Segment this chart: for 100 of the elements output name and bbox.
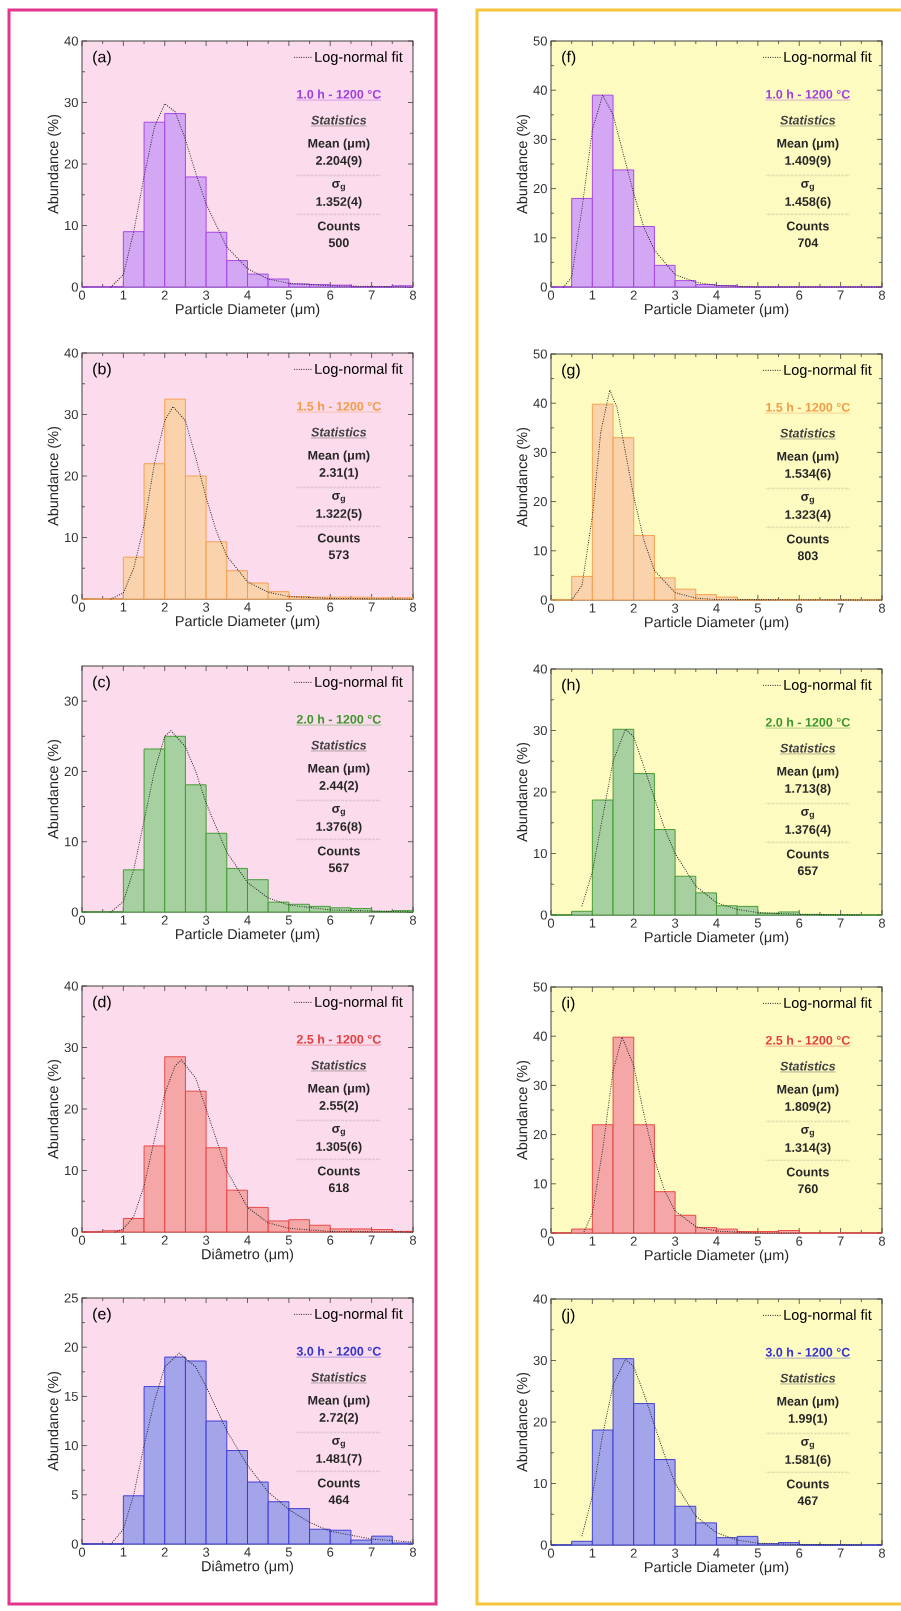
x-tick-label: 0: [78, 1547, 86, 1557]
annotation: 2.5 h - 1200 °C: [296, 1034, 381, 1044]
x-tick-label: 7: [368, 915, 375, 925]
annotation: (f): [562, 50, 576, 66]
x-tick-label: 0: [78, 1235, 86, 1245]
x-axis-title: Diâmetro (μm): [202, 1560, 294, 1575]
annotation: Mean (μm): [308, 763, 370, 776]
x-axis-title: Particle Diameter (μm): [645, 616, 789, 631]
x-tick-label: 5: [754, 1236, 761, 1246]
x-axis-title: Particle Diameter (μm): [176, 928, 320, 943]
x-tick-label: 0: [78, 290, 86, 300]
x-tick-label: 7: [837, 290, 844, 300]
y-tick-label: 10: [533, 1478, 547, 1489]
annotation: Mean (μm): [777, 1084, 839, 1097]
x-tick-label: 3: [203, 1547, 210, 1557]
y-tick-label: 25: [64, 1293, 78, 1303]
y-axis-title: Abundance (%): [47, 1059, 62, 1159]
y-tick-label: 20: [64, 766, 78, 777]
x-tick-label: 6: [796, 1236, 803, 1246]
y-tick-label: 10: [64, 837, 78, 847]
annotation: (g): [562, 363, 580, 379]
y-tick-label: 20: [64, 1104, 78, 1114]
annotation: σ$_{g}$: [801, 494, 814, 505]
x-axis-title: Diâmetro (μm): [202, 1248, 294, 1263]
x-tick-label: 5: [285, 1547, 292, 1557]
x-tick-label: 4: [713, 1548, 720, 1558]
y-axis-title: Abundance (%): [47, 1371, 62, 1471]
x-tick-label: 5: [754, 1548, 761, 1558]
y-tick-label: 30: [64, 1042, 78, 1053]
y-tick-label: 40: [64, 36, 78, 46]
y-tick-label: 0: [71, 594, 78, 604]
y-axis-title: Abundance (%): [516, 114, 531, 214]
annotation: 1.481(7): [316, 1453, 362, 1466]
y-tick-label: 40: [533, 1294, 547, 1304]
y-tick-label: 0: [71, 907, 78, 917]
x-tick-label: 6: [796, 1548, 803, 1558]
annotation: 2.31(1): [319, 467, 359, 480]
x-tick-label: 7: [368, 290, 375, 300]
x-tick-label: 7: [368, 1235, 375, 1245]
y-tick-label: 30: [533, 725, 547, 736]
annotation: Mean (μm): [777, 1396, 839, 1409]
x-tick-label: 2: [161, 290, 168, 300]
annotation: (b): [93, 362, 111, 378]
annotation: 1.376(8): [316, 821, 362, 834]
x-tick-label: 3: [672, 603, 679, 613]
y-tick-label: 20: [533, 184, 547, 194]
x-tick-label: 8: [409, 602, 417, 612]
legend-label: Log-normal fit: [784, 51, 872, 65]
y-axis-title: Abundance (%): [516, 742, 531, 842]
x-tick-label: 0: [547, 603, 555, 613]
x-tick-label: 1: [120, 1235, 127, 1245]
annotation: Counts: [786, 221, 829, 231]
annotation: Counts: [786, 1479, 829, 1489]
y-tick-label: 40: [533, 398, 547, 408]
x-tick-label: 3: [203, 1235, 210, 1245]
legend-label: Log-normal fit: [315, 1308, 403, 1322]
x-tick-label: 1: [589, 1548, 596, 1558]
y-tick-label: 40: [533, 85, 547, 95]
y-tick-label: 10: [533, 1179, 547, 1189]
x-tick-label: 4: [244, 290, 251, 300]
x-tick-label: 5: [285, 1235, 292, 1245]
annotation: 2.204(9): [316, 155, 362, 168]
x-tick-label: 2: [630, 290, 637, 300]
x-tick-label: 8: [409, 915, 417, 925]
annotation: (c): [93, 675, 110, 691]
y-tick-label: 20: [533, 1130, 547, 1140]
y-tick-label: 0: [540, 1228, 547, 1238]
x-tick-label: 0: [547, 1548, 555, 1558]
x-tick-label: 0: [78, 915, 86, 925]
x-tick-label: 1: [120, 915, 127, 925]
x-tick-label: 0: [547, 290, 555, 300]
x-tick-label: 3: [672, 918, 679, 928]
x-tick-label: 0: [547, 1236, 555, 1246]
annotation: σ$_{g}$: [332, 181, 345, 192]
annotation: 2.0 h - 1200 °C: [765, 717, 850, 727]
y-tick-label: 30: [533, 1080, 547, 1091]
x-axis-title: Particle Diameter (μm): [645, 1561, 789, 1576]
y-tick-label: 30: [64, 97, 78, 108]
x-tick-label: 8: [878, 1548, 886, 1558]
annotation: 1.713(8): [785, 783, 831, 796]
x-tick-label: 2: [630, 603, 637, 613]
y-tick-label: 40: [533, 664, 547, 674]
x-tick-label: 4: [713, 603, 720, 613]
x-tick-label: 3: [203, 915, 210, 925]
annotation: Counts: [317, 846, 360, 856]
annotation: σ$_{g}$: [801, 1439, 814, 1450]
annotation: 803: [797, 551, 818, 561]
y-tick-label: 30: [533, 134, 547, 145]
annotation: Mean (μm): [308, 450, 370, 463]
y-tick-label: 20: [64, 1342, 78, 1352]
y-tick-label: 30: [64, 696, 78, 706]
y-tick-label: 10: [64, 1165, 78, 1176]
y-tick-label: 10: [533, 233, 547, 243]
x-tick-label: 2: [161, 915, 168, 925]
x-tick-label: 1: [589, 1236, 596, 1246]
annotation: (h): [562, 678, 580, 694]
annotation: Statistics: [780, 743, 836, 753]
annotation: Mean (μm): [308, 1395, 370, 1408]
x-tick-label: 6: [327, 1547, 334, 1557]
x-tick-label: 8: [409, 1547, 417, 1557]
